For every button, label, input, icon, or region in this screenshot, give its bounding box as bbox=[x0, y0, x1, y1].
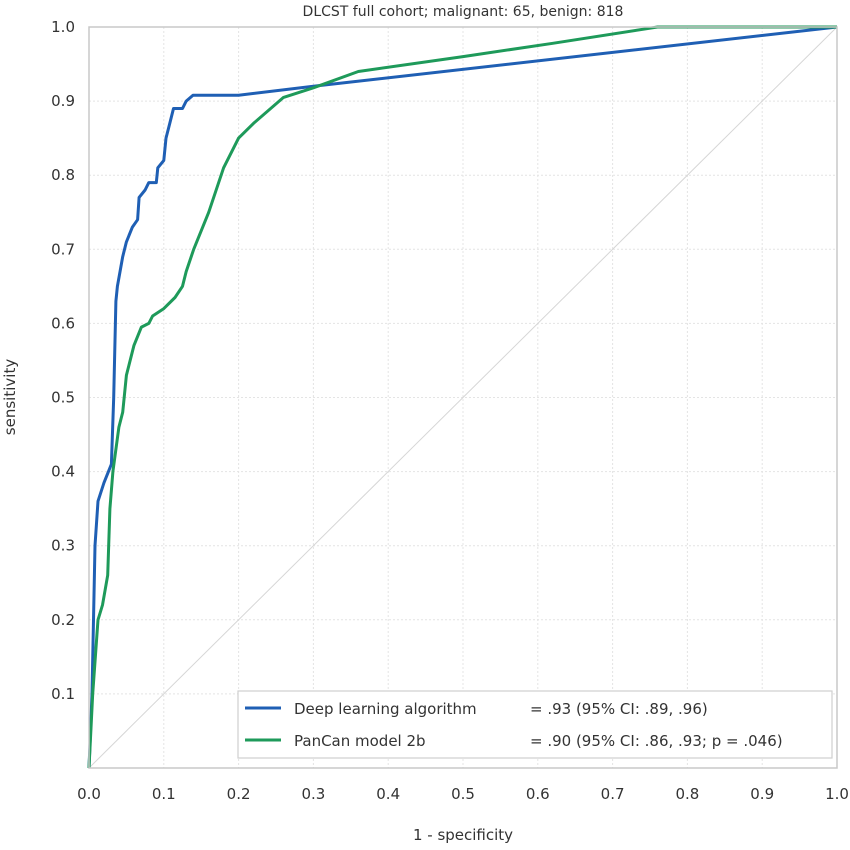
legend-stat-deep-learning: = .93 (95% CI: .89, .96) bbox=[530, 700, 708, 718]
roc-line-pancan bbox=[87, 25, 837, 769]
chance-diagonal bbox=[88, 26, 838, 769]
legend-stat-pancan: = .90 (95% CI: .86, .93; p = .046) bbox=[530, 732, 783, 750]
x-tick-label: 0.5 bbox=[451, 785, 475, 803]
legend-box bbox=[237, 690, 833, 759]
series-group bbox=[87, 25, 838, 769]
x-tick-label: 0.4 bbox=[376, 785, 400, 803]
y-tick-label: 0.7 bbox=[51, 240, 75, 258]
x-tick-label: 0.7 bbox=[601, 785, 625, 803]
y-tick-label: 0.2 bbox=[51, 611, 75, 629]
y-tick-label: 0.9 bbox=[51, 92, 75, 110]
ticks: 0.0 0.1 0.2 0.3 0.4 0.5 0.6 0.7 0.8 0.9 1.0 0.1 0.2 0… bbox=[51, 18, 849, 803]
x-tick-label: 0.8 bbox=[675, 785, 699, 803]
y-axis-label: sensitivity bbox=[1, 359, 19, 436]
chart-title: DLCST full cohort; malignant: 65, benign… bbox=[303, 4, 624, 20]
y-tick-label: 0.1 bbox=[51, 685, 75, 703]
x-tick-label: 0.9 bbox=[750, 785, 774, 803]
x-tick-label: 0.1 bbox=[152, 785, 176, 803]
x-tick-label: 0.2 bbox=[227, 785, 251, 803]
x-tick-label: 0.6 bbox=[526, 785, 550, 803]
y-tick-label: 0.3 bbox=[51, 537, 75, 555]
plot-frame bbox=[88, 26, 838, 769]
x-tick-label: 0.3 bbox=[301, 785, 325, 803]
x-axis-label: 1 - specificity bbox=[413, 826, 513, 844]
y-tick-label: 0.5 bbox=[51, 389, 75, 407]
legend: Deep learning algorithm = .93 (95% CI: .… bbox=[237, 690, 833, 759]
legend-label-pancan: PanCan model 2b bbox=[294, 732, 426, 750]
y-tick-label: 0.8 bbox=[51, 166, 75, 184]
y-tick-label: 0.4 bbox=[51, 463, 75, 481]
x-tick-label: 0.0 bbox=[77, 785, 101, 803]
legend-label-deep-learning: Deep learning algorithm bbox=[294, 700, 477, 718]
x-tick-label: 1.0 bbox=[825, 785, 849, 803]
roc-line-deep-learning bbox=[87, 25, 838, 769]
y-tick-label: 0.6 bbox=[51, 314, 75, 332]
y-tick-label: 1.0 bbox=[51, 18, 75, 36]
